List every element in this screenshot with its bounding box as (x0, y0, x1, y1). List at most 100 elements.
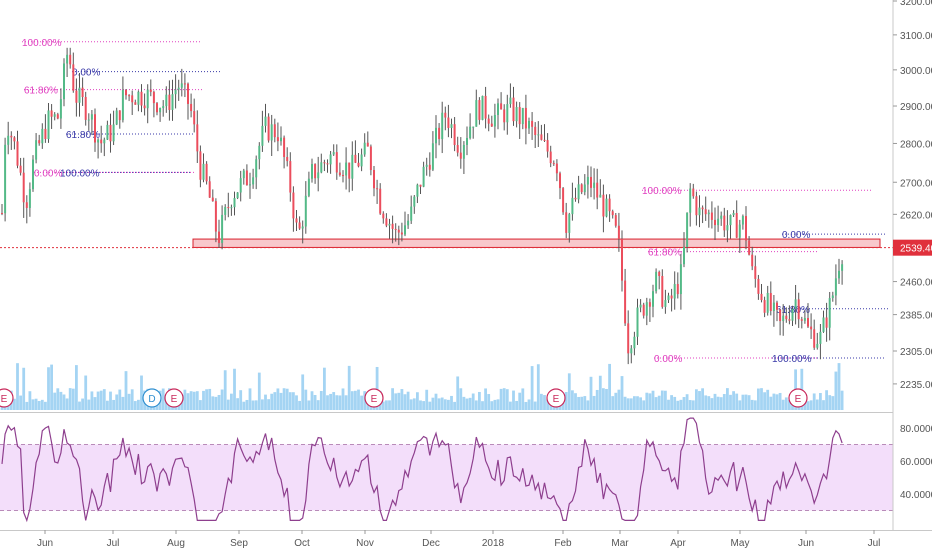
earnings-marker-circle[interactable] (364, 388, 384, 408)
candle-body (729, 215, 732, 226)
volume-bar (261, 399, 264, 410)
volume-bar (747, 395, 751, 410)
volume-bar (468, 397, 472, 410)
candle-body (614, 215, 617, 226)
volume-bar (285, 388, 289, 410)
candle-body (28, 189, 31, 208)
volume-bar (106, 400, 109, 410)
volume-bar (667, 399, 670, 410)
candle-body (22, 172, 25, 203)
fib-label: 61.80% (648, 248, 682, 259)
candle-body (168, 94, 171, 110)
candle-body (84, 97, 87, 120)
volume-bar (316, 400, 320, 410)
candle-body (366, 142, 369, 147)
time-tick-label: May (731, 538, 750, 549)
price-tick-label: 2700.00 (900, 178, 932, 189)
volume-bar (84, 375, 88, 410)
volume-bar (512, 390, 515, 410)
candle-body (772, 302, 775, 312)
candle-body (577, 184, 580, 200)
volume-bar (87, 399, 91, 410)
volume-bar (329, 393, 332, 410)
earnings-marker-circle[interactable] (546, 388, 566, 408)
volume-bar (695, 389, 698, 410)
rsi-tick-label: 80.0000 (900, 424, 932, 435)
volume-bar (806, 401, 810, 410)
volume-bar (248, 388, 252, 410)
candle-body (803, 318, 806, 321)
volume-bar (822, 400, 825, 410)
time-tick-label: Mar (611, 538, 629, 549)
fibonacci-levels[interactable]: 100.00%0.00%61.80%61.80%0.00%100.00%100.… (22, 38, 888, 365)
volume-bar (815, 399, 819, 410)
candle-body (599, 194, 602, 198)
candle-body (121, 89, 124, 121)
candle-body (90, 114, 93, 120)
volume-bar (509, 401, 512, 410)
candle-body (766, 292, 769, 313)
volume-bar (273, 392, 277, 410)
volume-bar (533, 401, 537, 410)
candle-body (53, 114, 56, 117)
support-zone-box[interactable] (192, 238, 881, 248)
price-tick-label: 2620.00 (900, 210, 932, 221)
rsi-band (0, 444, 893, 511)
candle-body (32, 159, 34, 190)
volume-bar (608, 363, 611, 410)
earnings-marker-circle[interactable] (164, 388, 184, 408)
fib-label: 0.00% (782, 230, 810, 241)
candle-body (410, 206, 413, 221)
candle-body (106, 124, 109, 140)
volume-bar (375, 366, 379, 410)
candle-body (38, 140, 41, 144)
candle-body (453, 124, 456, 146)
volume-bar (288, 392, 292, 410)
candle-body (81, 87, 84, 98)
candle-body (323, 162, 326, 164)
support-zone[interactable] (0, 238, 893, 249)
candle-body (249, 184, 251, 186)
volume-bar (338, 395, 342, 410)
earnings-marker-circle[interactable] (142, 388, 162, 408)
candle-body (208, 181, 211, 198)
candle-body (524, 107, 527, 129)
fib-label: 0.00% (72, 68, 100, 79)
candle-body (546, 140, 549, 152)
volume-bar (502, 388, 506, 410)
candle-body (276, 137, 279, 142)
earnings-marker-circle[interactable] (788, 388, 808, 408)
volume-bar (366, 400, 370, 410)
candle-body (419, 184, 422, 187)
candle-body (295, 218, 298, 223)
candle-body (134, 102, 137, 105)
volume-bar (490, 401, 494, 410)
candle-body (590, 176, 592, 188)
volume-bar (360, 395, 363, 410)
volume-bar (719, 397, 723, 410)
candle-body (214, 201, 217, 232)
candle-body (695, 196, 698, 216)
candle-body (831, 295, 834, 299)
candle-body (369, 146, 372, 171)
earnings-marker-label: E (1, 394, 8, 405)
candle-body (810, 326, 813, 330)
candle-body (41, 128, 44, 144)
volume-bar (391, 388, 394, 410)
candle-body (317, 172, 320, 179)
earnings-marker-circle[interactable] (0, 388, 14, 408)
volume-bar (722, 394, 726, 410)
candle-body (422, 166, 425, 187)
volume-bar (639, 397, 642, 410)
volume-bar (242, 401, 246, 410)
candle-body (264, 116, 267, 126)
volume-bar (416, 392, 419, 410)
volume-bar (505, 389, 509, 410)
candle-body (335, 152, 338, 173)
candle-body (314, 164, 317, 179)
volume-bar (611, 396, 615, 410)
candle-body (769, 292, 772, 312)
candle-body (10, 135, 13, 138)
volume-bar (47, 367, 50, 410)
